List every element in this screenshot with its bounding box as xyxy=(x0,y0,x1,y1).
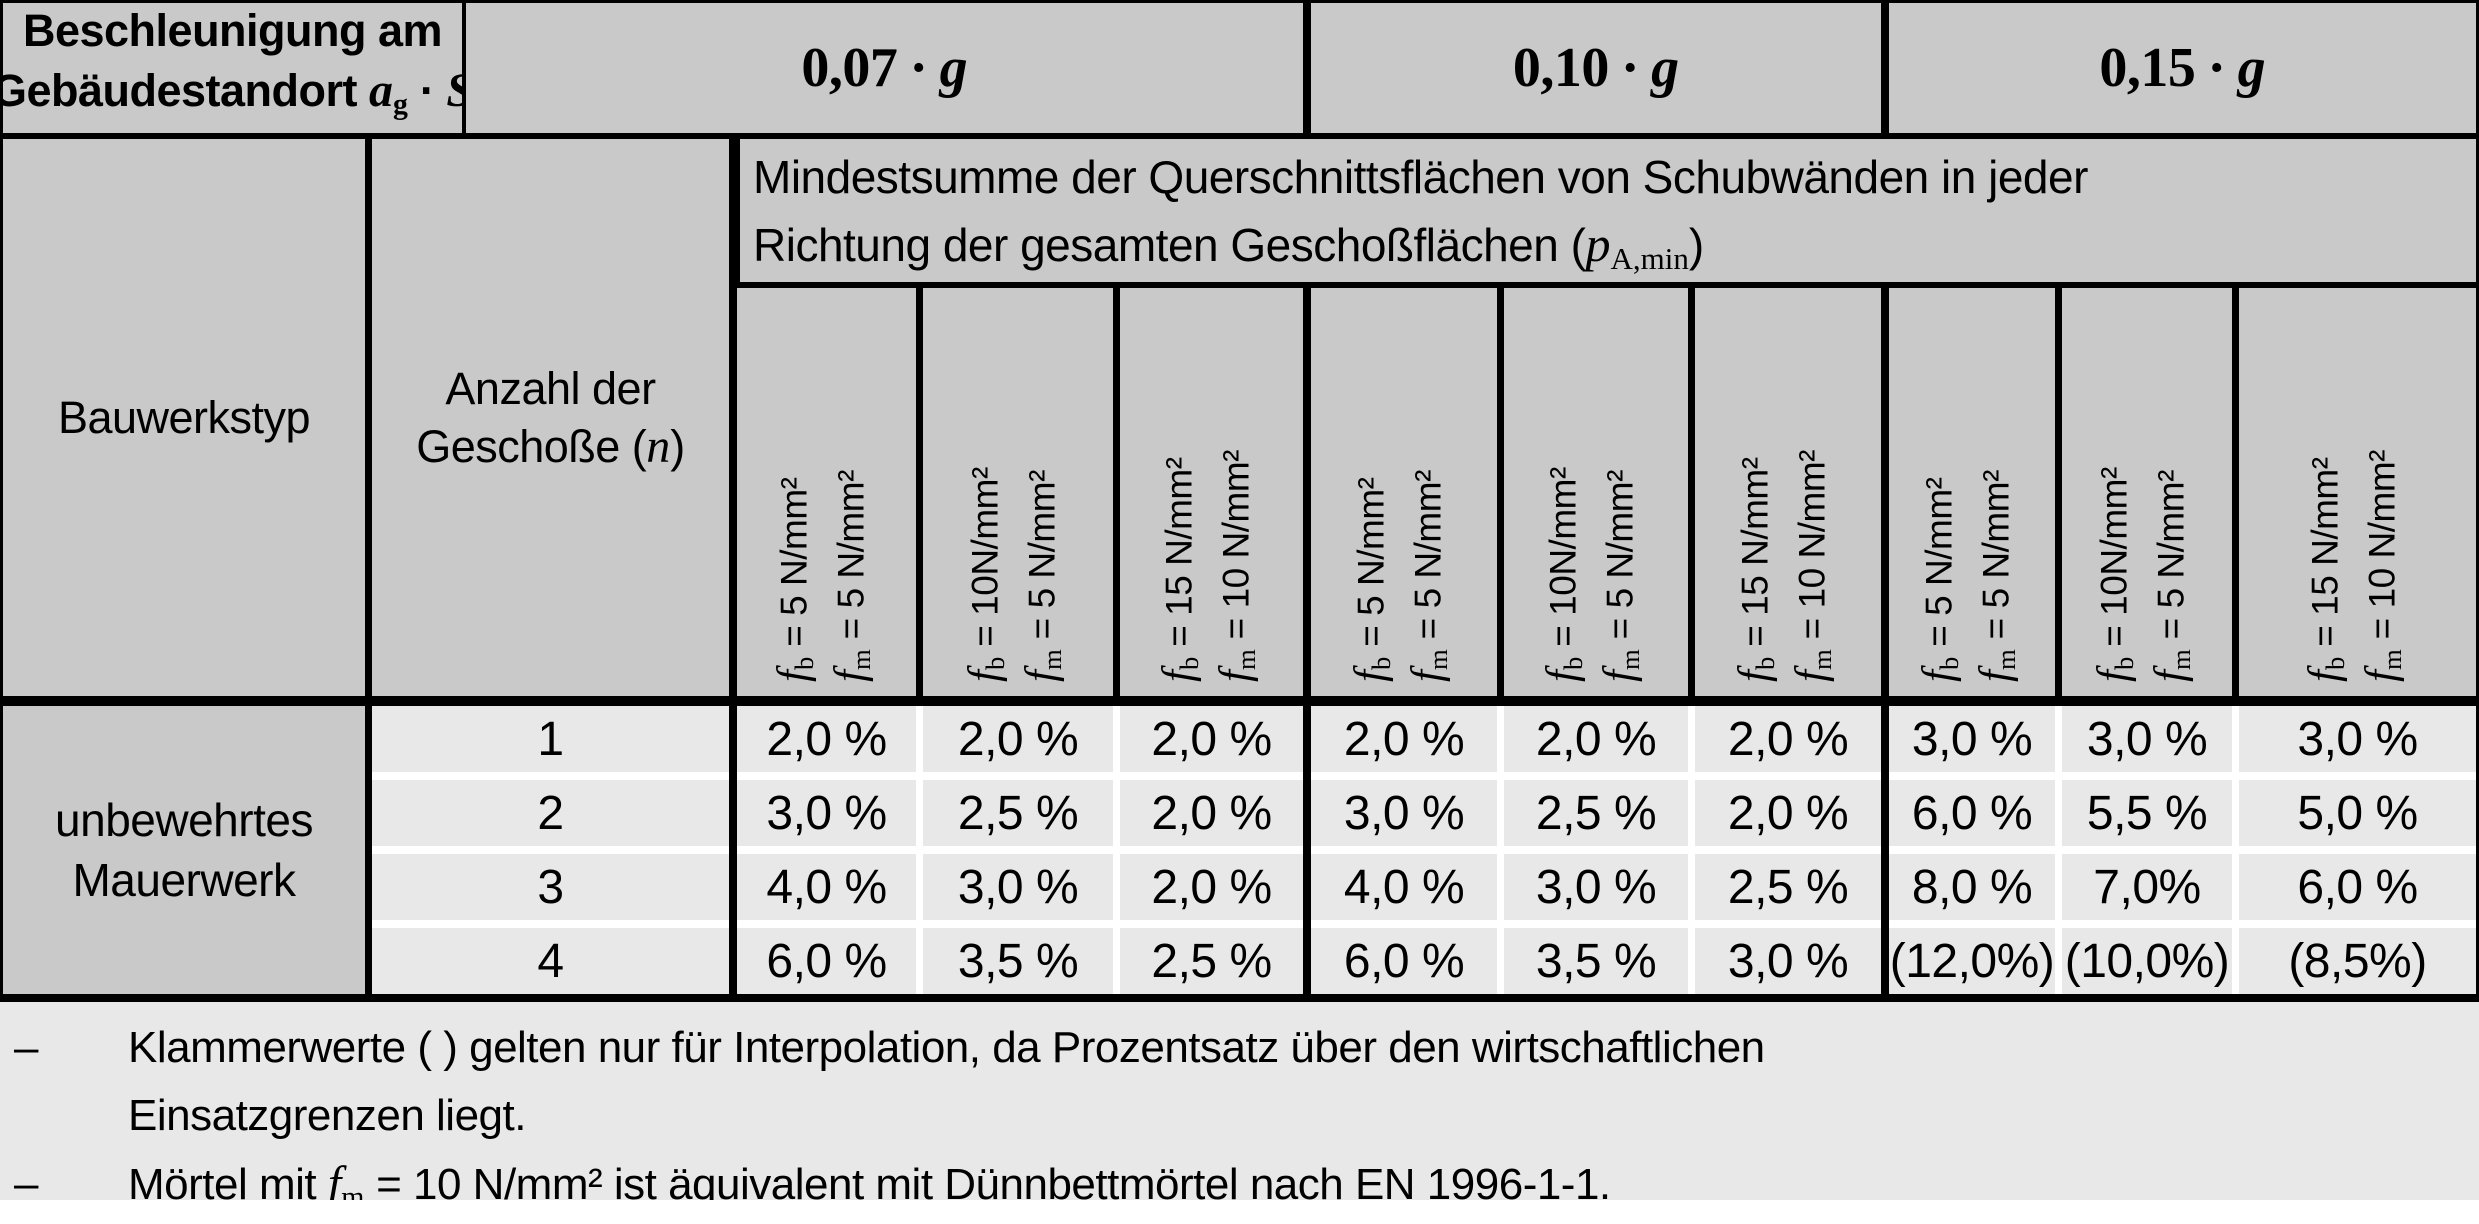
data-cell: 2,0 % xyxy=(1120,706,1303,772)
row-gap xyxy=(1311,920,1881,928)
storey-count-cell: 3 xyxy=(372,854,729,920)
row-gap xyxy=(372,772,729,780)
header-group-007g: 0,07 · g xyxy=(466,3,1303,133)
subcolumn-header-8: fb= 10N/mm² fm= 5 N/mm² xyxy=(2062,288,2232,696)
footnote-1-marker: – xyxy=(14,1023,38,1072)
data-cell: 3,5 % xyxy=(923,928,1113,994)
subcolumn-header-2: fb= 10N/mm² fm= 5 N/mm² xyxy=(923,288,1113,696)
row-gap xyxy=(1889,846,2476,854)
data-cell: 2,0 % xyxy=(1311,706,1497,772)
data-cell: 8,0 % xyxy=(1889,854,2055,920)
row-gap xyxy=(737,772,1303,780)
footnote-2-marker: – xyxy=(14,1159,38,1208)
subcolumn-header-3: fb= 15 N/mm² fm= 10 N/mm² xyxy=(1120,288,1303,696)
header-mindestsumme: Mindestsumme der Querschnittsflächen von… xyxy=(740,139,2476,282)
row-gap xyxy=(1889,772,2476,780)
data-cell: (8,5%) xyxy=(2239,928,2476,994)
data-cell: 2,0 % xyxy=(1695,780,1881,846)
data-cell: 2,5 % xyxy=(923,780,1113,846)
row-gap xyxy=(372,920,729,928)
data-cell: 2,0 % xyxy=(1695,706,1881,772)
footnotes-band: – Klammerwerte ( ) gelten nur für Interp… xyxy=(0,1002,2479,1213)
storey-count-cell: 1 xyxy=(372,706,729,772)
data-cell: 2,0 % xyxy=(923,706,1113,772)
header-acceleration-text: Beschleunigung am Gebäudestandort ag · S xyxy=(0,5,474,121)
row-gap xyxy=(1889,920,2476,928)
header-group-010g: 0,10 · g xyxy=(1311,3,1881,133)
data-cell: 3,0 % xyxy=(1695,928,1881,994)
data-cell: 4,0 % xyxy=(737,854,916,920)
data-cell: 4,0 % xyxy=(1311,854,1497,920)
data-cell: 6,0 % xyxy=(2239,854,2476,920)
data-cell: (12,0%) xyxy=(1889,928,2055,994)
page-margin xyxy=(0,1200,2479,1224)
storey-count-cell: 4 xyxy=(372,928,729,994)
data-cell: 6,0 % xyxy=(1311,928,1497,994)
data-cell: (10,0%) xyxy=(2062,928,2232,994)
row-gap xyxy=(1311,772,1881,780)
subcolumn-header-9: fb= 15 N/mm² fm= 10 N/mm² xyxy=(2239,288,2476,696)
data-cell: 2,0 % xyxy=(1504,706,1688,772)
subcolumn-header-1: fb= 5 N/mm² fm= 5 N/mm² xyxy=(737,288,916,696)
row-gap xyxy=(737,920,1303,928)
row-gap xyxy=(737,846,1303,854)
subcolumn-header-4: fb= 5 N/mm² fm= 5 N/mm² xyxy=(1311,288,1497,696)
data-cell: 3,0 % xyxy=(2239,706,2476,772)
row-gap xyxy=(372,846,729,854)
header-bauwerkstyp: Bauwerkstyp xyxy=(3,139,365,696)
data-cell: 6,0 % xyxy=(1889,780,2055,846)
data-cell: 3,0 % xyxy=(2062,706,2232,772)
header-anzahl-geschosse: Anzahl der Geschoße (n) xyxy=(372,139,729,696)
subcolumn-header-5: fb= 10N/mm² fm= 5 N/mm² xyxy=(1504,288,1688,696)
data-cell: 3,0 % xyxy=(923,854,1113,920)
data-cell: 5,0 % xyxy=(2239,780,2476,846)
storey-count-cell: 2 xyxy=(372,780,729,846)
data-cell: 2,5 % xyxy=(1120,928,1303,994)
subcolumn-header-7: fb= 5 N/mm² fm= 5 N/mm² xyxy=(1889,288,2055,696)
data-cell: 2,0 % xyxy=(1120,854,1303,920)
header-acceleration-cell: Beschleunigung am Gebäudestandort ag · S xyxy=(0,3,473,133)
data-cell: 3,5 % xyxy=(1504,928,1688,994)
row-gap xyxy=(1311,846,1881,854)
data-cell: 3,0 % xyxy=(1504,854,1688,920)
header-group-015g: 0,15 · g xyxy=(1889,3,2476,133)
data-cell: 2,0 % xyxy=(737,706,916,772)
data-cell: 2,5 % xyxy=(1504,780,1688,846)
data-cell: 6,0 % xyxy=(737,928,916,994)
row-label-unbewehrtes-mauerwerk: unbewehrtes Mauerwerk xyxy=(3,706,365,994)
footnote-1-text: Klammerwerte ( ) gelten nur für Interpol… xyxy=(128,1023,1765,1140)
data-cell: 3,0 % xyxy=(1889,706,2055,772)
data-cell: 2,0 % xyxy=(1120,780,1303,846)
data-cell: 2,5 % xyxy=(1695,854,1881,920)
data-cell: 5,5 % xyxy=(2062,780,2232,846)
data-cell: 3,0 % xyxy=(1311,780,1497,846)
subcolumn-header-6: fb= 15 N/mm² fm= 10 N/mm² xyxy=(1695,288,1881,696)
data-cell: 3,0 % xyxy=(737,780,916,846)
data-cell: 7,0% xyxy=(2062,854,2232,920)
